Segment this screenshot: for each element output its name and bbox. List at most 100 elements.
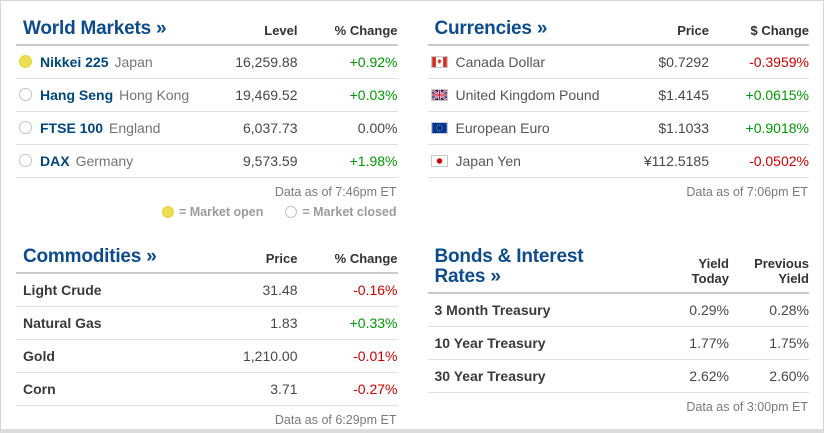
treasury-name[interactable]: 3 Month Treasury — [434, 301, 551, 318]
currency-name[interactable]: European Euro — [455, 119, 550, 136]
data-timestamp: Data as of 3:00pm ET — [686, 399, 808, 414]
table-row: DAX Germany 9,573.59 +1.98% — [16, 145, 398, 178]
yield-today: 0.29% — [689, 301, 729, 318]
previous-yield: 2.60% — [769, 367, 809, 384]
index-name[interactable]: Hang Seng — [40, 86, 114, 103]
currencies-panel: Currencies » Price $ Change Canada Dolla… — [427, 11, 809, 199]
previous-yield: 1.75% — [769, 334, 809, 351]
commodity-change: -0.01% — [353, 347, 398, 364]
market-status-legend: = Market open = Market closed — [16, 199, 398, 219]
currency-change: +0.0615% — [745, 86, 809, 103]
index-country: Germany — [75, 152, 134, 169]
world-markets-header: World Markets » Level % Change — [16, 11, 398, 46]
table-row: Nikkei 225 Japan 16,259.88 +0.92% — [16, 46, 398, 79]
column-header-level: Level — [264, 23, 298, 38]
currencies-title[interactable]: Currencies » — [434, 18, 548, 39]
commodity-change: +0.33% — [349, 314, 398, 331]
table-row: Corn 3.71 -0.27% — [16, 373, 398, 406]
market-closed-icon — [19, 121, 32, 135]
bonds-panel: Bonds & Interest Rates » Yield Today Pre… — [427, 239, 809, 414]
eu-flag-icon — [430, 121, 448, 134]
currency-change: -0.3959% — [749, 53, 809, 70]
currency-price: $1.1033 — [658, 119, 709, 136]
table-row: Japan Yen ¥112.5185 -0.0502% — [427, 145, 809, 178]
yield-today: 2.62% — [689, 367, 729, 384]
commodity-price: 31.48 — [262, 281, 298, 298]
commodity-price: 1.83 — [270, 314, 298, 331]
market-open-icon — [161, 205, 174, 218]
index-name[interactable]: FTSE 100 — [40, 119, 104, 136]
market-open-icon — [19, 55, 32, 69]
commodities-panel: Commodities » Price % Change Light Crude… — [16, 239, 398, 427]
table-row: European Euro $1.1033 +0.9018% — [427, 112, 809, 145]
index-country: Hong Kong — [119, 86, 190, 103]
commodities-title[interactable]: Commodities » — [23, 245, 157, 267]
table-row: Canada Dollar $0.7292 -0.3959% — [427, 46, 809, 79]
market-closed-icon — [285, 205, 298, 218]
table-row: Natural Gas 1.83 +0.33% — [16, 307, 398, 340]
currency-price: ¥112.5185 — [643, 152, 709, 169]
currency-change: +0.9018% — [745, 119, 809, 136]
legend-closed-label: = Market closed — [302, 204, 397, 219]
table-row: 30 Year Treasury 2.62% 2.60% — [427, 360, 809, 393]
bonds-title[interactable]: Bonds & Interest Rates » — [434, 245, 584, 287]
index-name[interactable]: Nikkei 225 — [40, 53, 109, 70]
table-row: Gold 1,210.00 -0.01% — [16, 340, 398, 373]
commodity-change: -0.16% — [353, 281, 398, 298]
world-markets-panel: World Markets » Level % Change Nikkei 22… — [16, 11, 398, 219]
table-row: Light Crude 31.48 -0.16% — [16, 274, 398, 307]
market-closed-icon — [19, 88, 32, 102]
index-level: 9,573.59 — [243, 152, 298, 169]
commodity-name[interactable]: Natural Gas — [23, 314, 102, 331]
index-level: 19,469.52 — [235, 86, 298, 103]
treasury-name[interactable]: 10 Year Treasury — [434, 334, 546, 351]
currency-name[interactable]: Canada Dollar — [455, 53, 546, 70]
index-level: 6,037.73 — [243, 119, 298, 136]
column-header-previous-yield: Previous Yield — [754, 255, 809, 286]
commodity-price: 1,210.00 — [243, 347, 298, 364]
data-timestamp: Data as of 7:46pm ET — [274, 184, 397, 199]
world-markets-title[interactable]: World Markets » — [23, 18, 167, 39]
table-row: 3 Month Treasury 0.29% 0.28% — [427, 294, 809, 327]
commodity-name[interactable]: Corn — [23, 380, 56, 397]
japan-flag-icon — [430, 154, 448, 167]
column-header-pct-change: % Change — [334, 23, 398, 38]
table-row: 10 Year Treasury 1.77% 1.75% — [427, 327, 809, 360]
data-timestamp: Data as of 7:06pm ET — [686, 184, 808, 199]
column-header-yield-today: Yield Today — [691, 255, 729, 286]
commodity-name[interactable]: Gold — [23, 347, 55, 364]
table-row: Hang Seng Hong Kong 19,469.52 +0.03% — [16, 79, 398, 112]
legend-open-label: = Market open — [178, 204, 264, 219]
canada-flag-icon — [430, 55, 448, 68]
table-row: FTSE 100 England 6,037.73 0.00% — [16, 112, 398, 145]
index-name[interactable]: DAX — [40, 152, 70, 169]
commodities-header: Commodities » Price % Change — [16, 239, 398, 274]
currency-name[interactable]: United Kingdom Pound — [455, 86, 600, 103]
previous-yield: 0.28% — [769, 301, 809, 318]
column-header-price: Price — [265, 250, 298, 266]
commodity-name[interactable]: Light Crude — [23, 281, 102, 298]
currency-price: $0.7292 — [658, 53, 709, 70]
index-country: Japan — [114, 53, 153, 70]
index-country: England — [109, 119, 161, 136]
market-closed-icon — [19, 154, 32, 168]
index-change: 0.00% — [357, 119, 398, 136]
currency-price: $1.4145 — [658, 86, 709, 103]
uk-flag-icon — [430, 88, 448, 101]
currencies-header: Currencies » Price $ Change — [427, 11, 809, 46]
column-header-pct-change: % Change — [334, 250, 398, 266]
yield-today: 1.77% — [689, 334, 729, 351]
treasury-name[interactable]: 30 Year Treasury — [434, 367, 546, 384]
index-change: +1.98% — [349, 152, 398, 169]
column-header-dollar-change: $ Change — [750, 23, 809, 38]
commodity-price: 3.71 — [270, 380, 298, 397]
currency-name[interactable]: Japan Yen — [455, 152, 521, 169]
data-timestamp: Data as of 6:29pm ET — [274, 412, 397, 427]
index-level: 16,259.88 — [235, 53, 298, 70]
index-change: +0.92% — [349, 53, 398, 70]
commodity-change: -0.27% — [353, 380, 398, 397]
table-row: United Kingdom Pound $1.4145 +0.0615% — [427, 79, 809, 112]
bonds-header: Bonds & Interest Rates » Yield Today Pre… — [427, 239, 809, 294]
currency-change: -0.0502% — [749, 152, 809, 169]
